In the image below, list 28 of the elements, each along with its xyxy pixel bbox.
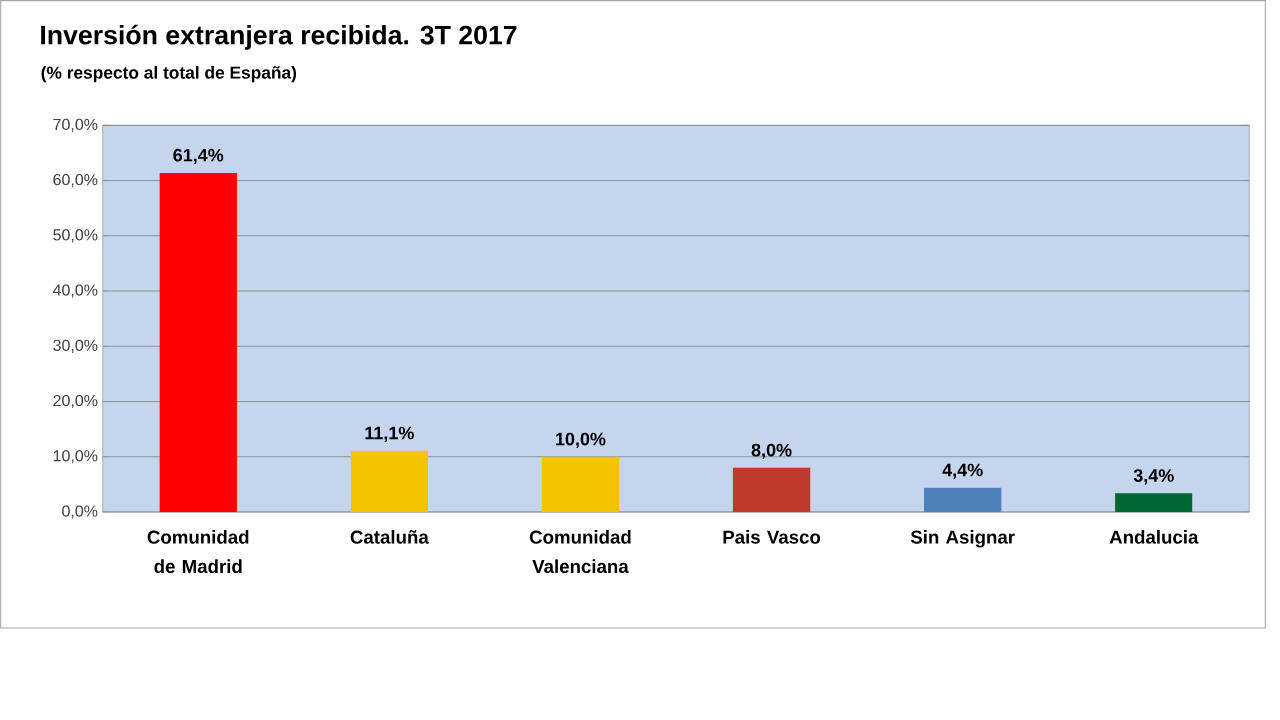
- bar: [350, 450, 429, 512]
- bar: [924, 487, 1002, 512]
- y-tick-label: 20,0%: [53, 394, 98, 409]
- bar: [732, 467, 811, 512]
- x-tick-label: Sin Asignar: [910, 530, 1015, 548]
- y-tick-label: 40,0%: [52, 284, 98, 298]
- x-tick-label: Comunidad de Madrid: [147, 530, 249, 574]
- data-label: 61,4%: [173, 148, 224, 165]
- y-tick-label: 10,0%: [53, 450, 98, 464]
- x-tick-label: Cataluña: [350, 530, 429, 544]
- y-tick-label: 30,0%: [53, 339, 98, 353]
- y-tick-label: 70,0%: [53, 118, 98, 132]
- bar: [159, 172, 237, 512]
- x-tick-label: Andalucia: [1109, 530, 1199, 544]
- bar: [541, 456, 620, 512]
- x-tick-label: Pais Vasco: [723, 530, 821, 544]
- data-label: 8,0%: [751, 443, 792, 460]
- data-label: 4,4%: [942, 463, 983, 479]
- bar: [1115, 493, 1193, 512]
- chart-subtitle: (% respecto al total de España): [41, 66, 297, 83]
- chart-title: Inversión extranjera recibida. 3T 2017: [41, 24, 517, 50]
- data-label: 10,0%: [556, 432, 606, 449]
- y-tick-label: 50,0%: [53, 229, 98, 243]
- y-tick-label: 0,0%: [62, 505, 98, 519]
- x-tick-label: Comunidad Valenciana: [529, 530, 631, 574]
- data-label: 3,4%: [1133, 469, 1174, 485]
- data-label: 11,1%: [365, 426, 414, 442]
- y-tick-label: 60,0%: [53, 173, 98, 188]
